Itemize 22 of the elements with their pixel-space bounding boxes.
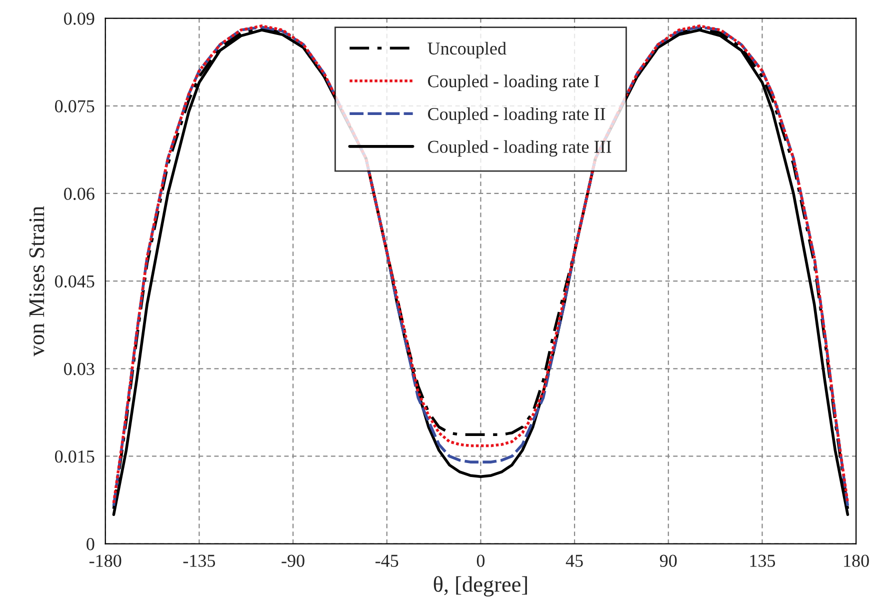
legend-label: Coupled - loading rate I	[428, 74, 600, 92]
legend-label: Coupled - loading rate II	[428, 107, 606, 124]
y-tick-label: 0.03	[64, 362, 94, 376]
x-tick-label: 135	[750, 554, 776, 567]
y-axis-title: von Mises Strain	[29, 206, 44, 356]
y-tick-label: 0.09	[64, 12, 94, 25]
y-tick-label: 0.075	[55, 100, 94, 112]
y-tick-label: 0.015	[55, 450, 94, 463]
x-tick-label: 180	[844, 554, 869, 567]
x-tick-label: -135	[183, 554, 216, 567]
x-tick-label: -90	[282, 554, 304, 567]
legend-label: Coupled - loading rate III	[428, 140, 612, 157]
x-tick-label: 90	[660, 554, 677, 567]
x-tick-label: -180	[89, 554, 122, 567]
x-tick-label: 0	[476, 554, 485, 567]
legend-label: Uncoupled	[428, 42, 506, 58]
x-tick-label: 45	[566, 554, 583, 567]
x-tick-label: -45	[376, 554, 398, 567]
y-tick-label: 0.045	[55, 275, 94, 288]
y-tick-label: 0	[86, 538, 94, 550]
y-tick-label: 0.06	[64, 188, 94, 200]
x-axis-title: θ, [degree]	[434, 576, 527, 596]
